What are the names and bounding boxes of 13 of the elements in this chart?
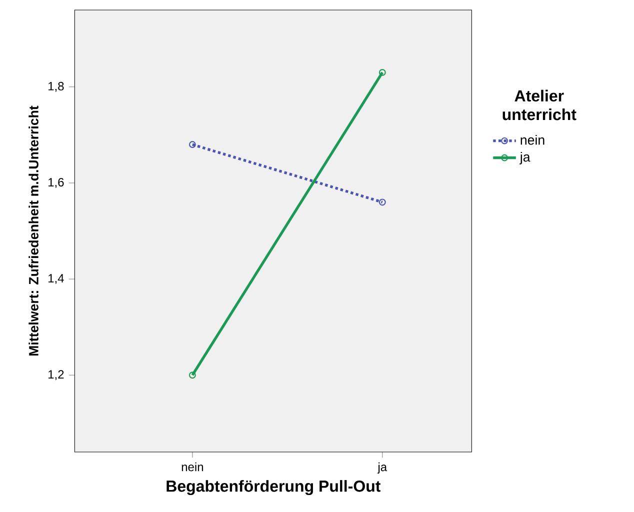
point	[188, 372, 196, 379]
y-axis-title: Mittelwert: Zufriedenheit m.d.Unterricht	[28, 106, 38, 356]
y-tick-label: 1,2	[48, 370, 64, 380]
legend-label: ja	[520, 152, 530, 164]
legend-label: nein	[520, 134, 544, 145]
point	[188, 141, 196, 148]
x-axis-title: Begabtenförderung Pull-Out	[166, 480, 381, 496]
point	[378, 68, 386, 76]
legend-title: Atelier unterricht	[502, 90, 576, 120]
y-tick-label: 1,6	[48, 178, 64, 188]
y-tick-label: 1,4	[48, 274, 64, 284]
point	[378, 198, 386, 206]
y-tick-label: 1,8	[48, 82, 64, 92]
